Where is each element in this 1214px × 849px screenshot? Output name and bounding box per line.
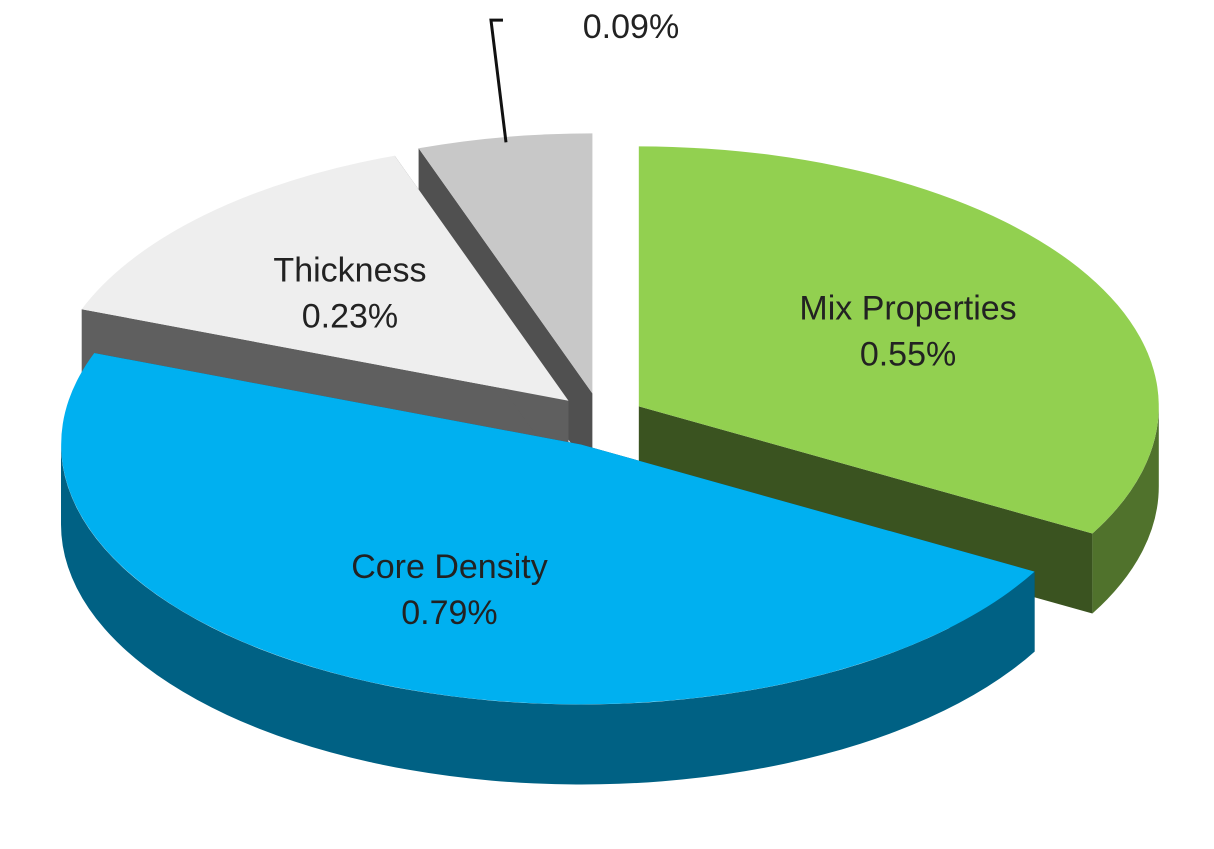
label-name: Thickness (273, 251, 426, 289)
label-name: Mix Properties (799, 290, 1016, 328)
slice-side (1092, 406, 1159, 614)
leader-line (489, 18, 508, 143)
slice (418, 133, 593, 394)
label-value: 0.23% (302, 297, 398, 335)
slice (638, 146, 1159, 534)
data-label: Thickness 0.23% (273, 251, 426, 335)
label-value: 0.55% (860, 336, 956, 374)
slice-side (61, 444, 1035, 785)
label-value: 0.09% (583, 8, 679, 46)
data-label: Core Density 0.79% (351, 548, 548, 632)
label-name: Core Density (351, 548, 548, 586)
label-value: 0.79% (401, 594, 497, 632)
data-label: Segregation0.09% (539, 0, 722, 46)
data-label: Mix Properties 0.55% (799, 290, 1016, 374)
slice (61, 353, 1035, 705)
slice (81, 155, 569, 401)
